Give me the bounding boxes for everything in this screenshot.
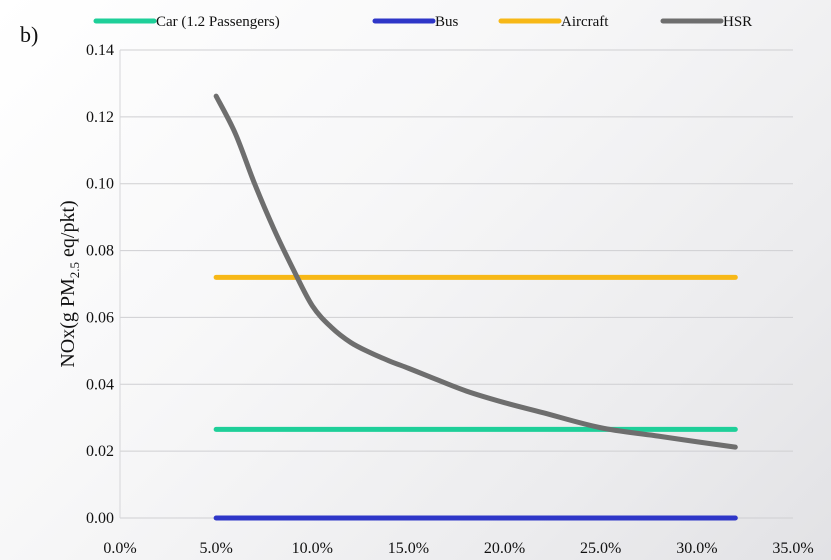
x-tick-label: 15.0% xyxy=(388,540,429,557)
y-tick-label: 0.14 xyxy=(86,42,114,59)
x-tick-label: 25.0% xyxy=(580,540,621,557)
x-tick-label: 20.0% xyxy=(484,540,525,557)
legend-label-bus: Bus xyxy=(435,14,459,30)
x-tick-label: 0.0% xyxy=(103,540,136,557)
y-tick-label: 0.12 xyxy=(86,109,114,126)
legend-label-car-1-2-passengers: Car (1.2 Passengers) xyxy=(156,14,280,30)
y-axis-title: NOx(g PM2.5 eq/pkt) xyxy=(57,200,82,367)
y-axis-ticks: 0.00 0.02 0.04 0.06 0.08 0.10 0.12 0.14 xyxy=(86,42,114,527)
legend-label-aircraft: Aircraft xyxy=(561,14,609,30)
y-tick-label: 0.00 xyxy=(86,510,114,527)
y-tick-label: 0.08 xyxy=(86,243,114,260)
series-line-hsr xyxy=(213,93,738,450)
legend: Car (1.2 Passengers) Bus Aircraft HSR xyxy=(93,14,752,30)
x-tick-label: 10.0% xyxy=(292,540,333,557)
y-tick-label: 0.02 xyxy=(86,443,114,460)
y-tick-label: 0.04 xyxy=(86,376,114,393)
series-lines xyxy=(213,93,738,521)
x-tick-label: 30.0% xyxy=(676,540,717,557)
x-axis-ticks: 0.0% 5.0% 10.0% 15.0% 20.0% 25.0% 30.0% 35.0% xyxy=(103,540,813,557)
x-tick-label: 5.0% xyxy=(199,540,232,557)
y-tick-label: 0.10 xyxy=(86,176,114,193)
panel-label: b) xyxy=(20,22,38,47)
y-tick-label: 0.06 xyxy=(86,309,114,326)
legend-label-hsr: HSR xyxy=(723,14,752,30)
x-tick-label: 35.0% xyxy=(772,540,813,557)
gridlines xyxy=(119,49,793,519)
